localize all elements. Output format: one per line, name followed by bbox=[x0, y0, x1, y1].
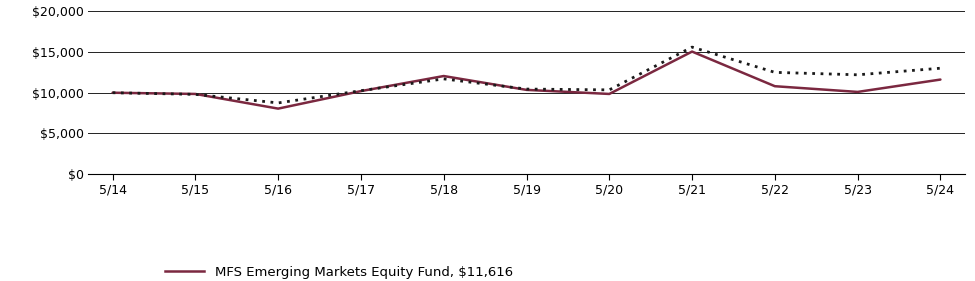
Legend: MFS Emerging Markets Equity Fund, $11,616, MSCI Emerging Markets Index (net div): MFS Emerging Markets Equity Fund, $11,61… bbox=[165, 266, 537, 281]
